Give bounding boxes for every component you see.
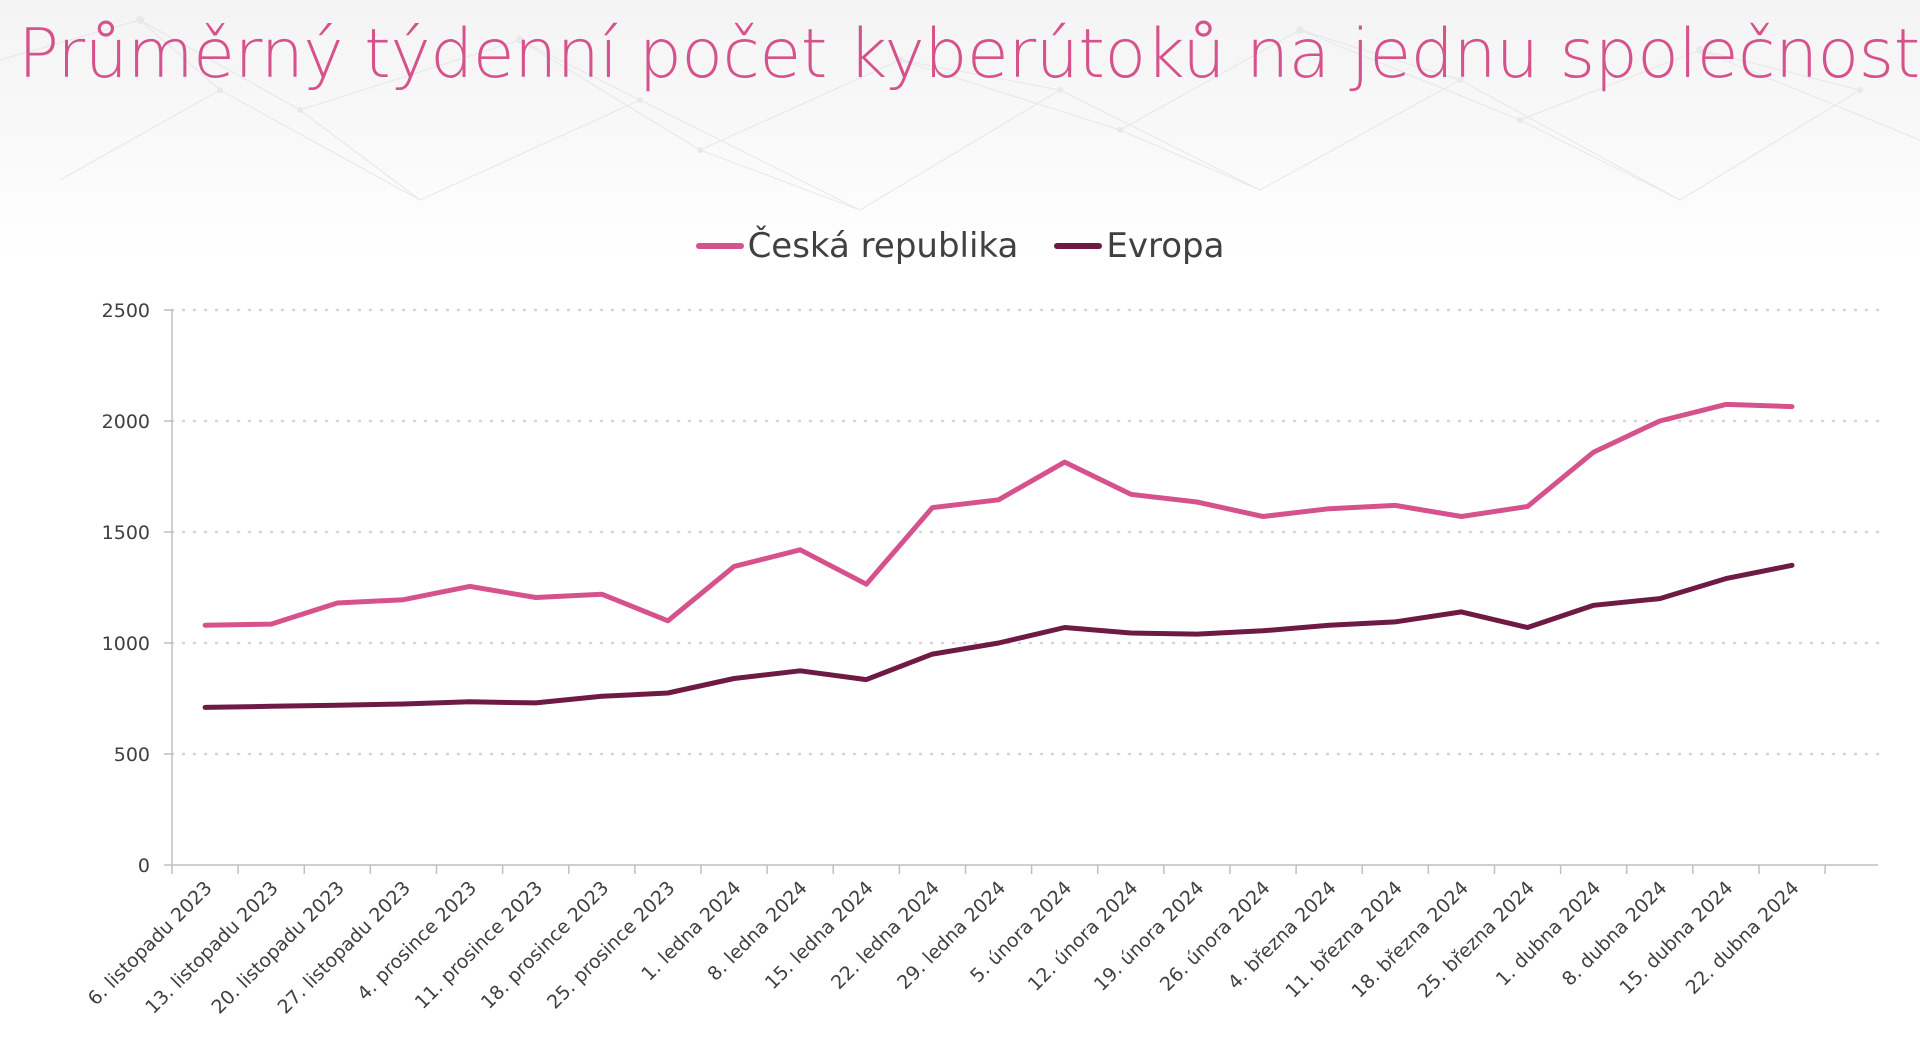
legend-label-czech: Česká republika <box>747 226 1019 266</box>
y-tick-label: 2000 <box>102 411 150 433</box>
y-tick-label: 2500 <box>102 300 150 322</box>
chart-legend: Česká republika Evropa <box>0 226 1920 266</box>
x-tick-label: 11. března 2024 <box>1281 877 1406 1002</box>
y-tick-label: 1500 <box>102 522 150 544</box>
series-line-europe <box>202 562 1795 710</box>
y-tick-label: 1000 <box>102 633 150 655</box>
x-tick-label: 6. listopadu 2023 <box>84 877 217 1010</box>
chart-title: Průměrný týdenní počet kyberútoků na jed… <box>18 15 1920 94</box>
y-axis-ticks: 0 500 1000 1500 2000 2500 <box>102 300 150 877</box>
y-tick-label: 0 <box>138 855 150 877</box>
grid-lines <box>170 308 1880 756</box>
x-tick-label: 25. března 2024 <box>1414 877 1539 1002</box>
x-tick-label: 18. března 2024 <box>1347 877 1472 1002</box>
background-network-pattern <box>0 16 1920 211</box>
legend-swatch-europe <box>1054 243 1103 249</box>
axes <box>164 309 1878 874</box>
y-tick-label: 500 <box>114 744 150 766</box>
x-tick-label: 18. prosince 2023 <box>477 877 614 1014</box>
x-tick-label: 15. dubna 2024 <box>1615 877 1737 999</box>
series-line-czech <box>202 401 1795 628</box>
x-tick-label: 11. prosince 2023 <box>411 877 548 1014</box>
x-tick-label: 25. prosince 2023 <box>543 877 680 1014</box>
legend-item-europe: Evropa <box>1054 226 1224 266</box>
x-tick-label: 22. dubna 2024 <box>1682 877 1804 999</box>
series-lines <box>202 401 1795 710</box>
legend-swatch-czech <box>695 243 744 249</box>
legend-label-europe: Evropa <box>1106 226 1225 266</box>
legend-item-czech: Česká republika <box>695 226 1019 266</box>
x-tick-label: 4. prosince 2023 <box>353 877 481 1005</box>
